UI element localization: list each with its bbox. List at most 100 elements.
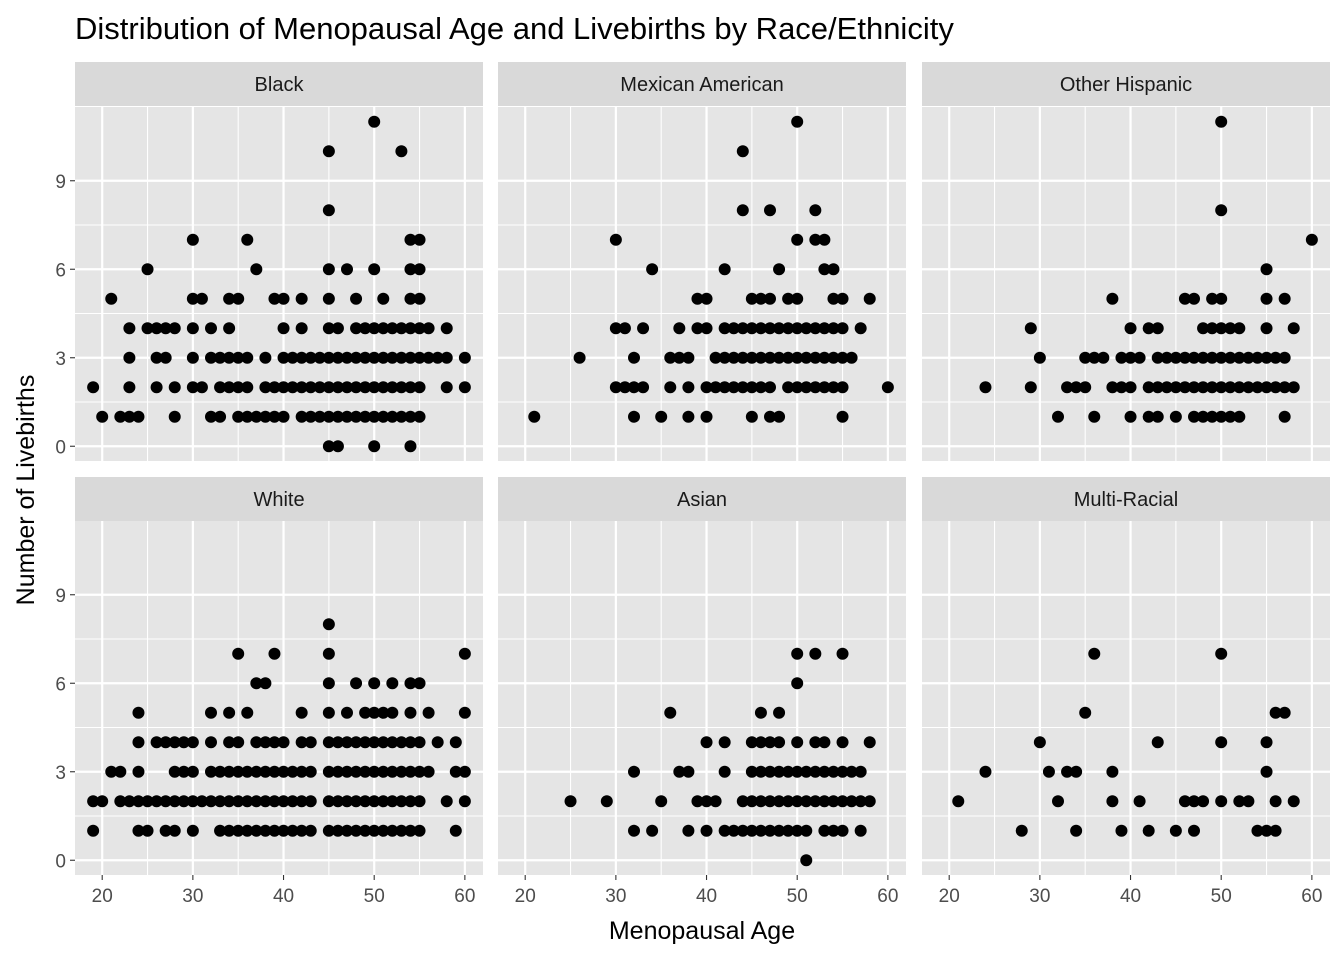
data-point <box>341 351 353 364</box>
data-point <box>350 351 363 364</box>
x-tick-label: 40 <box>1120 886 1141 907</box>
data-point <box>286 795 299 808</box>
data-point <box>791 381 804 394</box>
data-point <box>809 736 822 749</box>
data-point <box>322 647 335 660</box>
data-point <box>655 410 668 423</box>
data-point <box>232 736 245 749</box>
data-point <box>718 263 731 276</box>
data-point <box>150 795 163 808</box>
data-point <box>1215 292 1228 305</box>
data-point <box>791 647 804 660</box>
data-point <box>1115 824 1128 837</box>
data-point <box>277 765 290 778</box>
data-point <box>1233 795 1246 808</box>
data-point <box>313 351 326 364</box>
x-tick-label: 30 <box>1029 886 1050 907</box>
data-point <box>1052 410 1064 423</box>
data-point <box>277 322 290 335</box>
data-point <box>1206 351 1219 364</box>
data-point <box>195 381 208 394</box>
data-point <box>440 795 453 808</box>
data-point <box>413 410 426 423</box>
data-point <box>1106 765 1119 778</box>
data-point <box>736 322 749 335</box>
data-point <box>1233 381 1246 394</box>
data-point <box>1042 765 1055 778</box>
y-tick-label: 6 <box>55 674 66 695</box>
data-point <box>241 351 254 364</box>
data-point <box>1251 824 1264 837</box>
data-point <box>628 765 640 778</box>
data-point <box>186 765 199 778</box>
data-point <box>727 381 740 394</box>
data-point <box>268 795 281 808</box>
data-point <box>709 381 722 394</box>
data-point <box>791 736 804 749</box>
data-point <box>259 381 272 394</box>
facet-strip-label: Mexican American <box>620 74 783 96</box>
data-point <box>836 381 849 394</box>
data-point <box>168 381 181 394</box>
data-point <box>745 322 758 335</box>
data-point <box>809 765 822 778</box>
data-point <box>186 233 199 246</box>
data-point <box>114 795 127 808</box>
data-point <box>854 322 867 335</box>
data-point <box>458 795 471 808</box>
data-point <box>286 824 299 837</box>
panel-background <box>498 107 906 461</box>
data-point <box>1278 292 1291 305</box>
data-point <box>395 381 408 394</box>
x-tick-label: 50 <box>364 886 385 907</box>
data-point <box>736 795 749 808</box>
y-tick-label: 9 <box>55 586 66 607</box>
data-point <box>177 736 190 749</box>
data-point <box>295 292 308 305</box>
data-point <box>1197 322 1210 335</box>
data-point <box>1233 410 1246 423</box>
data-point <box>295 322 308 335</box>
data-point <box>854 765 867 778</box>
data-point <box>304 795 317 808</box>
data-point <box>250 677 263 690</box>
facet-strip-label: Asian <box>677 489 727 511</box>
data-point <box>286 351 299 364</box>
data-point <box>1151 351 1164 364</box>
data-point <box>754 795 767 808</box>
data-point <box>341 410 353 423</box>
data-point <box>259 410 272 423</box>
data-point <box>232 351 245 364</box>
facet-strip-label: White <box>253 489 304 511</box>
data-point <box>341 765 353 778</box>
data-point <box>1215 204 1228 217</box>
data-point <box>800 351 813 364</box>
data-point <box>141 795 154 808</box>
data-point <box>359 706 372 719</box>
data-point <box>268 292 281 305</box>
data-point <box>223 736 236 749</box>
data-point <box>350 765 363 778</box>
data-point <box>241 706 254 719</box>
data-point <box>628 381 640 394</box>
data-point <box>422 706 435 719</box>
data-point <box>277 410 290 423</box>
data-point <box>87 795 100 808</box>
data-point <box>818 795 831 808</box>
data-point <box>413 765 426 778</box>
data-point <box>304 381 317 394</box>
data-point <box>413 322 426 335</box>
data-point <box>404 322 417 335</box>
data-point <box>1079 706 1092 719</box>
data-point <box>618 322 631 335</box>
data-point <box>818 351 831 364</box>
data-point <box>1079 381 1092 394</box>
data-point <box>1215 736 1228 749</box>
data-point <box>1215 647 1228 660</box>
data-point <box>1151 381 1164 394</box>
data-point <box>1088 647 1101 660</box>
data-point <box>304 824 317 837</box>
data-point <box>277 795 290 808</box>
data-point <box>682 351 695 364</box>
data-point <box>350 736 363 749</box>
